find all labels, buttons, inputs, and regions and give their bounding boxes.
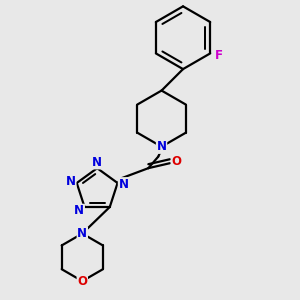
Text: N: N <box>66 175 76 188</box>
Text: N: N <box>118 178 128 191</box>
Text: F: F <box>214 49 223 62</box>
Text: N: N <box>74 205 84 218</box>
Text: N: N <box>77 227 87 240</box>
Text: O: O <box>171 155 182 168</box>
Text: N: N <box>157 140 166 153</box>
Text: N: N <box>92 156 102 169</box>
Text: O: O <box>77 274 87 288</box>
